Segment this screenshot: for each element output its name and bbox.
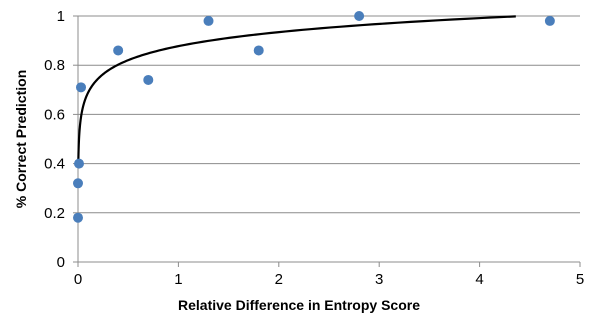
data-point-6 — [203, 15, 214, 26]
y-axis-title: % Correct Prediction — [13, 70, 29, 208]
data-point-2 — [74, 158, 85, 169]
grid-lines — [78, 15, 580, 214]
data-point-0 — [73, 212, 83, 223]
data-point-1 — [73, 178, 83, 189]
y-tick-label-2: 0.4 — [44, 156, 65, 173]
data-point-8 — [354, 11, 365, 21]
x-axis-title: Relative Difference in Entropy Score — [178, 297, 420, 313]
y-tick-label-3: 0.6 — [44, 106, 65, 123]
data-point-9 — [544, 15, 555, 26]
x-tick-label-5: 5 — [576, 271, 584, 288]
x-tick-label-2: 2 — [275, 271, 283, 288]
y-tick-label-5: 1 — [57, 8, 65, 25]
trendline — [77, 15, 516, 168]
x-tick-label-3: 3 — [375, 271, 383, 288]
y-tick-label-0: 0 — [57, 254, 65, 271]
y-tick-label-4: 0.8 — [44, 57, 65, 74]
x-tick-label-4: 4 — [475, 271, 483, 288]
data-point-3 — [76, 82, 87, 93]
y-tick-label-1: 0.2 — [44, 205, 65, 222]
x-tick-label-0: 0 — [74, 271, 82, 288]
data-point-4 — [113, 45, 124, 56]
tick-labels: 0 1 2 3 4 5 0 0.2 0.4 0.6 0.8 1 — [44, 8, 584, 288]
data-points — [73, 11, 555, 223]
data-point-5 — [143, 74, 154, 85]
trendline-group — [77, 15, 516, 168]
data-point-7 — [253, 45, 264, 56]
x-tick-label-1: 1 — [174, 271, 182, 288]
